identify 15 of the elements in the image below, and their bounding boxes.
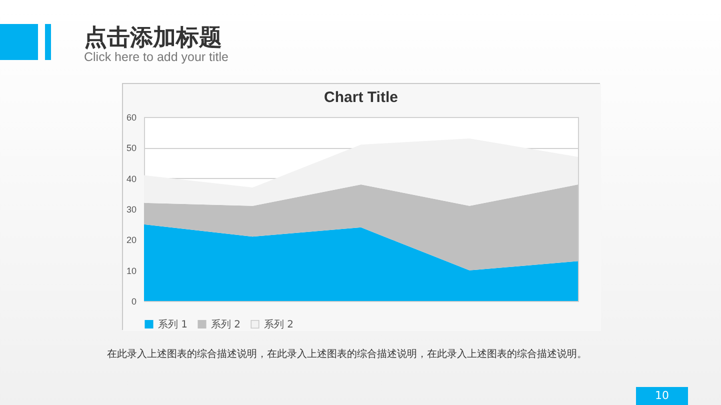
y-tick-label: 40 bbox=[126, 174, 136, 184]
y-tick-label: 60 bbox=[126, 112, 136, 122]
y-tick-label: 10 bbox=[126, 266, 136, 276]
text: 10 bbox=[636, 387, 688, 405]
y-tick-label: 20 bbox=[126, 235, 136, 246]
legend-label: 系列 2 bbox=[264, 318, 294, 330]
y-tick-label: 0 bbox=[131, 296, 136, 306]
chart-title: Chart Title bbox=[324, 89, 398, 106]
y-tick-label: 30 bbox=[126, 204, 136, 214]
text: 在此录入上述图表的综合描述说明，在此录入上述图表的综合描述说明，在此录入上述图表的综合描述说明。 bbox=[107, 348, 587, 361]
legend-label: 系列 1 bbox=[158, 318, 188, 330]
legend-label: 系列 2 bbox=[211, 318, 241, 330]
y-tick-label: 50 bbox=[126, 143, 136, 154]
text: 点击添加标题 bbox=[84, 24, 222, 52]
text: Click here to add your title bbox=[84, 50, 229, 64]
